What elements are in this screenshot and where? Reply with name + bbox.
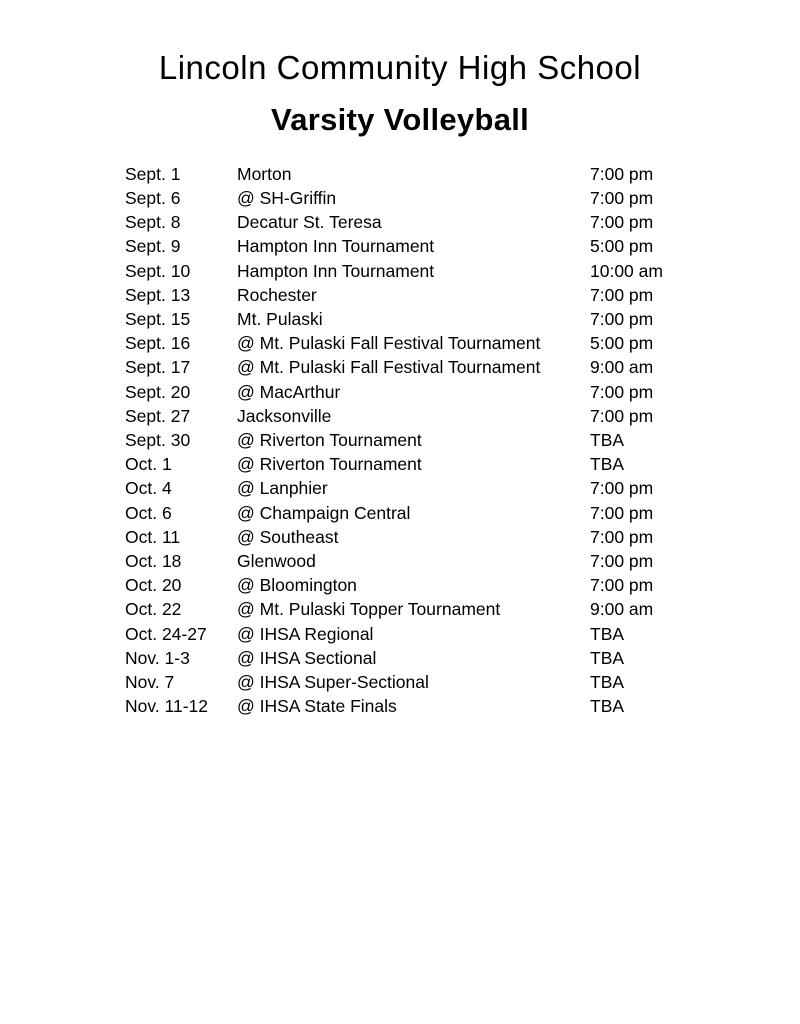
game-date: Oct. 20 [125,575,182,596]
game-opponent: Hampton Inn Tournament [237,236,435,257]
schedule-row: Oct. 24-27 @ IHSA Regional TBA [125,622,800,646]
game-date: Sept. 30 [125,430,191,451]
game-opponent: @ Lanphier [237,478,328,499]
game-time: TBA [590,623,625,644]
game-time: 7:00 pm [590,526,654,547]
schedule-row: Sept. 20 @ MacArthur 7:00 pm [125,380,800,404]
game-date: Oct. 4 [125,478,172,499]
game-time: 5:00 pm [590,333,654,354]
game-opponent: @ IHSA Super-Sectional [237,672,429,693]
game-date: Oct. 24-27 [125,623,207,644]
schedule-row: Sept. 10 Hampton Inn Tournament 10:00 am [125,259,800,283]
game-date: Sept. 10 [125,260,191,281]
game-date: Sept. 13 [125,284,191,305]
schedule-row: Nov. 7 @ IHSA Super-Sectional TBA [125,670,800,694]
game-opponent: Hampton Inn Tournament [237,260,435,281]
schedule-row: Sept. 9 Hampton Inn Tournament 5:00 pm [125,234,800,258]
game-time: 10:00 am [590,260,663,281]
game-date: Sept. 20 [125,381,191,402]
game-date: Nov. 1-3 [125,647,190,668]
game-opponent: @ IHSA Sectional [237,647,377,668]
schedule-row: Sept. 27 Jacksonville 7:00 pm [125,404,800,428]
schedule-table: Sept. 1 Morton 7:00 pm Sept. 6 @ SH-Grif… [125,162,800,719]
game-time: TBA [590,454,625,475]
game-date: Sept. 1 [125,163,181,184]
game-opponent: @ Mt. Pulaski Topper Tournament [237,599,501,620]
schedule-row: Sept. 17 @ Mt. Pulaski Fall Festival Tou… [125,355,800,379]
game-opponent: @ Mt. Pulaski Fall Festival Tournament [237,333,541,354]
game-time: TBA [590,696,625,717]
game-opponent: @ Mt. Pulaski Fall Festival Tournament [237,357,541,378]
game-opponent: @ Bloomington [237,575,357,596]
schedule-row: Oct. 11 @ Southeast 7:00 pm [125,525,800,549]
game-time: 7:00 pm [590,163,654,184]
schedule-row: Sept. 13 Rochester 7:00 pm [125,283,800,307]
game-date: Sept. 17 [125,357,191,378]
game-time: 7:00 pm [590,381,654,402]
game-time: 7:00 pm [590,284,654,305]
schedule-row: Sept. 8 Decatur St. Teresa 7:00 pm [125,210,800,234]
schedule-row: Oct. 4 @ Lanphier 7:00 pm [125,476,800,500]
game-date: Sept. 15 [125,309,191,329]
game-time: 7:00 pm [590,502,654,523]
schedule-row: Oct. 22 @ Mt. Pulaski Topper Tournament … [125,597,800,621]
schedule-row: Oct. 18 Glenwood 7:00 pm [125,549,800,573]
game-date: Oct. 22 [125,599,182,620]
game-time: 7:00 pm [590,551,654,572]
game-opponent: Rochester [237,284,317,305]
team-sport-subtitle: Varsity Volleyball [270,101,530,137]
game-time: TBA [590,647,625,668]
game-time: 5:00 pm [590,236,654,257]
game-opponent: @ Riverton Tournament [237,430,422,451]
game-opponent: @ Champaign Central [237,502,411,523]
game-time: 7:00 pm [590,212,654,233]
game-time: 7:00 pm [590,309,654,329]
game-opponent: Jacksonville [237,405,332,426]
game-date: Oct. 6 [125,502,172,523]
schedule-row: Oct. 6 @ Champaign Central 7:00 pm [125,501,800,525]
game-opponent: @ SH-Griffin [237,187,337,208]
game-date: Sept. 6 [125,187,181,208]
schedule-row: Sept. 16 @ Mt. Pulaski Fall Festival Tou… [125,331,800,355]
schedule-row: Sept. 6 @ SH-Griffin 7:00 pm [125,186,800,210]
schedule-row: Sept. 15 Mt. Pulaski 7:00 pm [125,307,800,331]
game-date: Oct. 11 [125,526,181,547]
game-opponent: Glenwood [237,551,316,572]
schedule-row: Sept. 30 @ Riverton Tournament TBA [125,428,800,452]
game-opponent: @ Southeast [237,526,339,547]
game-time: 7:00 pm [590,478,654,499]
game-time: 7:00 pm [590,187,654,208]
game-date: Nov. 7 [125,672,175,693]
school-title: Lincoln Community High School [158,49,642,86]
game-date: Sept. 9 [125,236,181,257]
game-time: 7:00 pm [590,575,654,596]
schedule-row: Nov. 1-3 @ IHSA Sectional TBA [125,646,800,670]
schedule-row: Nov. 11-12 @ IHSA State Finals TBA [125,694,800,718]
game-date: Sept. 27 [125,405,191,426]
game-opponent: Morton [237,163,292,184]
game-date: Oct. 1 [125,454,172,475]
game-time: TBA [590,672,625,693]
schedule-row: Oct. 1 @ Riverton Tournament TBA [125,452,800,476]
game-opponent: @ IHSA State Finals [237,696,397,717]
game-date: Sept. 16 [125,333,191,354]
game-opponent: Mt. Pulaski [237,309,323,329]
game-date: Oct. 18 [125,551,182,572]
game-time: TBA [590,430,625,451]
game-date: Sept. 8 [125,212,181,233]
game-time: 9:00 am [590,357,654,378]
game-time: 7:00 pm [590,405,654,426]
schedule-row: Sept. 1 Morton 7:00 pm [125,162,800,186]
game-opponent: @ MacArthur [237,381,341,402]
game-date: Nov. 11-12 [125,696,209,717]
schedule-row: Oct. 20 @ Bloomington 7:00 pm [125,573,800,597]
game-opponent: @ Riverton Tournament [237,454,422,475]
game-opponent: Decatur St. Teresa [237,212,382,233]
game-opponent: @ IHSA Regional [237,623,374,644]
game-time: 9:00 am [590,599,654,620]
